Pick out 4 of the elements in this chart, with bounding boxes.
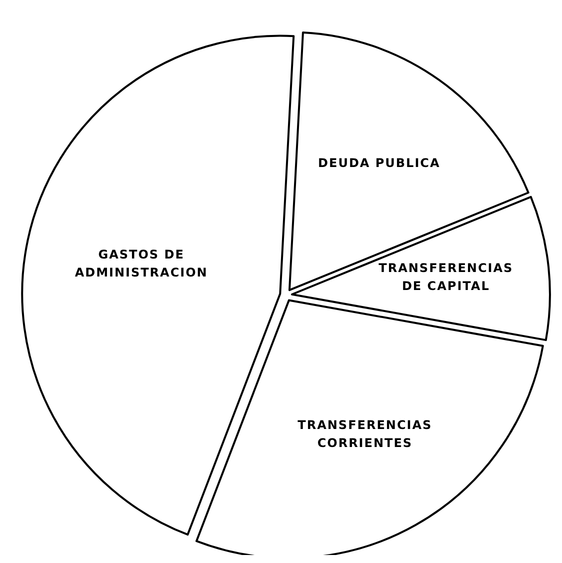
slice-label: DEUDA PUBLICA <box>318 156 440 170</box>
slice-label: GASTOS DE ADMINISTRACION <box>74 248 208 280</box>
slice-label: TRANSFERENCIAS CORRIENTES <box>298 418 432 450</box>
slice-label: TRANSFERENCIAS DE CAPITAL <box>378 261 514 294</box>
